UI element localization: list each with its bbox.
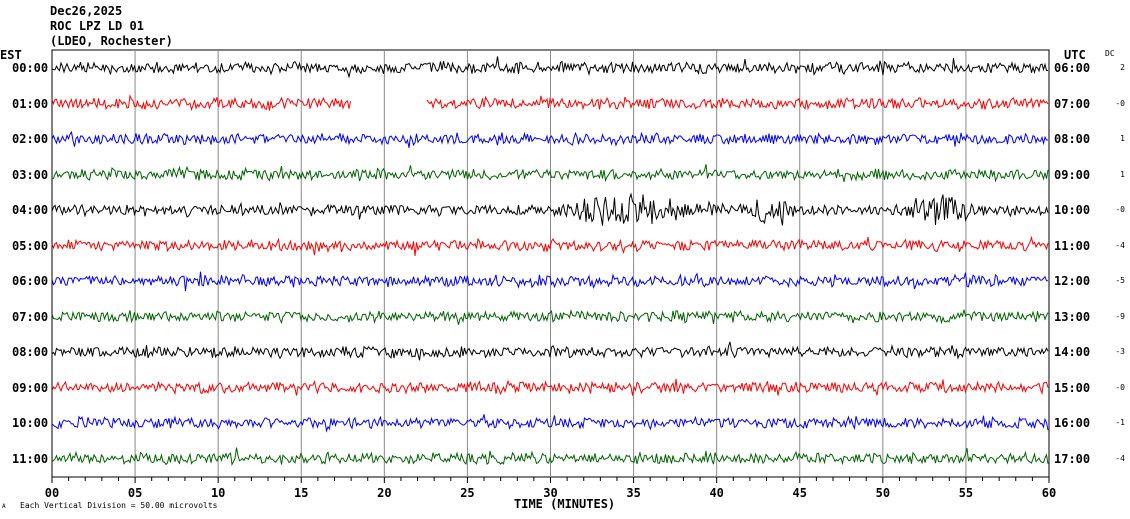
- x-tick-label: 25: [460, 486, 474, 500]
- est-hour-label: 04:00: [12, 203, 49, 217]
- x-tick-label: 00: [45, 486, 59, 500]
- trace-1000: [51, 414, 1049, 433]
- utc-hour-label: 14:00: [1054, 345, 1091, 359]
- est-hour-label: 03:00: [12, 167, 49, 182]
- x-tick-label: 55: [959, 486, 973, 500]
- x-tick-label: 20: [377, 486, 391, 500]
- utc-hour-label: 10:00: [1054, 203, 1091, 217]
- trace-0300: [51, 164, 1049, 183]
- utc-hour-label: 12:00: [1054, 274, 1091, 288]
- x-tick-label: 40: [709, 486, 723, 500]
- dc-offset-value: -0: [1115, 98, 1125, 108]
- network-label: (LDEO, Rochester): [50, 34, 173, 48]
- scale-note: Each Vertical Division = 50.00 microvolt…: [20, 501, 218, 510]
- corner-mark: A: [2, 503, 6, 510]
- est-hour-label: 10:00: [12, 416, 49, 430]
- dc-offset-value: 2: [1120, 63, 1125, 72]
- date-label: Dec26,2025: [50, 4, 123, 18]
- x-tick-label: 15: [294, 486, 308, 500]
- station-label: ROC LPZ LD 01: [50, 19, 144, 33]
- dc-offset-value: -0: [1115, 205, 1125, 214]
- utc-hour-label: 11:00: [1054, 238, 1091, 253]
- x-axis-label: TIME (MINUTES): [514, 497, 616, 511]
- utc-label: UTC: [1064, 48, 1086, 62]
- trace-0100: [51, 93, 1049, 112]
- dc-offset-value: -4: [1115, 453, 1125, 463]
- dc-offset-value: 1: [1120, 134, 1125, 143]
- dc-offset-value: 1: [1120, 169, 1125, 179]
- est-hour-label: 06:00: [12, 274, 49, 288]
- trace-1100: [51, 447, 1049, 467]
- dc-offset-value: -1: [1115, 418, 1125, 427]
- x-tick-label: 05: [128, 486, 142, 500]
- dc-offset-value: -5: [1115, 276, 1125, 285]
- trace-0200: [51, 130, 1049, 148]
- est-hour-label: 07:00: [12, 309, 49, 324]
- utc-hour-label: 15:00: [1054, 380, 1091, 395]
- dc-offset-value: -0: [1115, 382, 1125, 392]
- utc-hour-label: 13:00: [1054, 309, 1091, 324]
- trace-0500: [51, 235, 1049, 257]
- est-hour-label: 09:00: [12, 380, 49, 395]
- utc-hour-label: 16:00: [1054, 416, 1091, 430]
- utc-hour-label: 06:00: [1054, 61, 1091, 75]
- x-tick-label: 10: [211, 486, 225, 500]
- est-hour-label: 01:00: [12, 96, 49, 111]
- x-tick-label: 35: [626, 486, 640, 500]
- dc-offset-value: -9: [1115, 311, 1125, 321]
- est-hour-label: 05:00: [12, 238, 49, 253]
- dc-header: DC: [1105, 49, 1115, 58]
- est-hour-label: 02:00: [12, 132, 49, 146]
- x-tick-label: 50: [876, 486, 890, 500]
- trace-0900: [51, 378, 1049, 396]
- trace-0800: [51, 341, 1049, 361]
- utc-hour-label: 07:00: [1054, 96, 1091, 111]
- utc-hour-label: 08:00: [1054, 132, 1091, 146]
- est-hour-label: 11:00: [12, 451, 49, 466]
- dc-offset-value: -4: [1115, 240, 1125, 250]
- trace-0400: [51, 192, 1049, 226]
- x-tick-label: 60: [1042, 486, 1056, 500]
- x-tick-label: 30: [543, 486, 557, 500]
- x-tick-label: 45: [793, 486, 807, 500]
- est-label: EST: [0, 48, 22, 62]
- trace-0000: [51, 56, 1048, 79]
- utc-hour-label: 17:00: [1054, 451, 1091, 466]
- trace-0700: [51, 308, 1049, 325]
- est-hour-label: 00:00: [12, 61, 49, 75]
- est-hour-label: 08:00: [12, 345, 49, 359]
- dc-offset-value: -3: [1115, 347, 1125, 356]
- trace-0600: [51, 271, 1049, 292]
- utc-hour-label: 09:00: [1054, 167, 1091, 182]
